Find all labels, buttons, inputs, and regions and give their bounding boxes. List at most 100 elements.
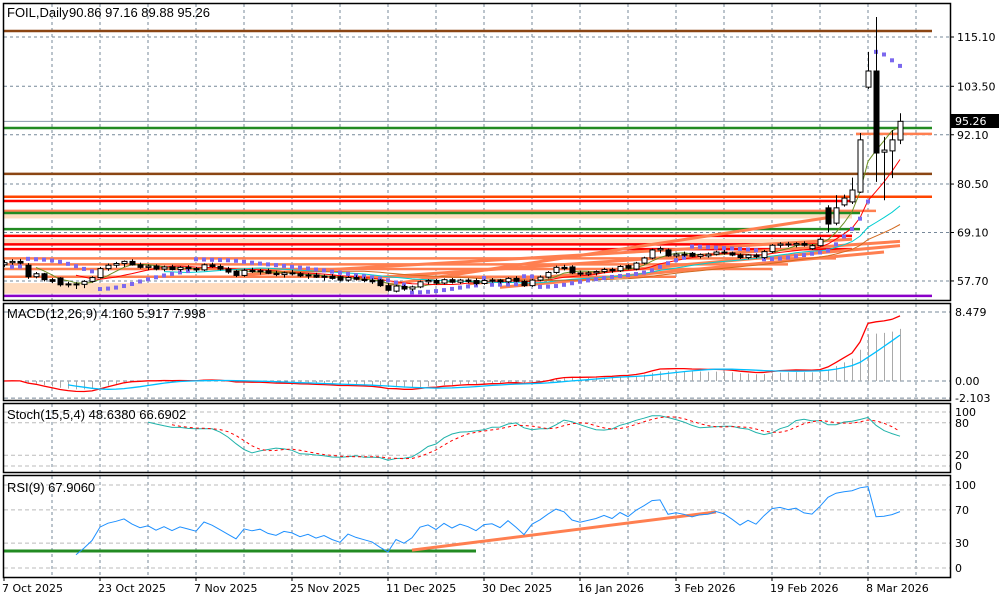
pane-frame — [2, 474, 952, 579]
sar-dot — [794, 254, 798, 259]
candle-bull — [529, 279, 536, 287]
sar-dot — [778, 256, 782, 261]
candle-bear — [681, 253, 688, 256]
sar-dot — [618, 273, 622, 278]
candle-bear — [433, 280, 440, 284]
candle-bull — [849, 189, 856, 203]
candle-bear — [753, 254, 760, 258]
sar-dot — [754, 248, 758, 253]
sar-dot — [698, 244, 702, 249]
sar-dot — [202, 257, 206, 262]
sar-dot — [370, 275, 374, 280]
sar-dot — [842, 234, 846, 239]
sar-dot — [234, 258, 238, 263]
candle-bear — [49, 279, 56, 282]
candle-bear — [233, 270, 240, 276]
candle-bull — [441, 279, 448, 284]
candle-bull — [673, 253, 680, 257]
candle-bull — [393, 285, 400, 292]
sar-dot — [834, 242, 838, 247]
sar-dot — [482, 275, 486, 280]
sar-dot — [138, 279, 142, 284]
sar-dot — [562, 282, 566, 287]
date-label: 3 Feb 2026 — [674, 582, 735, 595]
sar-dot — [226, 258, 230, 263]
sar-dot — [394, 280, 398, 285]
sar-dot — [818, 250, 822, 255]
candle-bear — [497, 279, 504, 283]
candle-bull — [881, 149, 888, 153]
candle-bear — [785, 243, 792, 246]
candle-bear — [57, 277, 64, 286]
candle-bear — [73, 283, 80, 286]
candle-bear — [665, 249, 672, 257]
macd-tick-label: 0.00 — [955, 375, 980, 388]
macd-signal-line — [67, 334, 901, 390]
sar-dot — [362, 274, 366, 279]
sar-dot — [130, 281, 134, 286]
candle-bear — [129, 260, 136, 266]
candle-bull — [657, 248, 664, 251]
sar-dot — [330, 269, 334, 274]
date-label: 19 Feb 2026 — [770, 582, 838, 595]
candle-bull — [537, 276, 544, 281]
candle-bear — [137, 264, 144, 268]
sar-dot — [186, 269, 190, 274]
stoch-tick-label: 20 — [955, 449, 969, 462]
sar-dot — [426, 289, 430, 294]
candle-bull — [417, 281, 424, 288]
candle-bear — [273, 272, 280, 276]
chart-ohlc: 90.86 97.16 89.88 95.26 — [69, 5, 210, 20]
candle-bull — [777, 243, 784, 246]
rsi-tick-label: 30 — [955, 537, 969, 550]
candle-bear — [249, 269, 256, 273]
candle-bear — [337, 276, 344, 281]
sar-dot — [282, 263, 286, 268]
candle-bull — [545, 271, 552, 278]
sar-dot — [298, 265, 302, 270]
sar-dot — [210, 257, 214, 262]
sar-dot — [602, 275, 606, 280]
sar-dot — [162, 273, 166, 278]
sar-dot — [250, 260, 254, 265]
moving-average-10 — [75, 159, 901, 286]
candle-bull — [809, 245, 816, 250]
sar-dot — [674, 258, 678, 263]
sar-dot — [898, 63, 902, 68]
sar-dot — [410, 290, 414, 295]
candle-bear — [289, 272, 296, 275]
sar-dot — [738, 246, 742, 251]
candle-bull — [649, 249, 656, 259]
candle-bear — [385, 285, 392, 291]
candle-bull — [833, 207, 840, 224]
candle-bull — [425, 280, 432, 283]
sar-dot — [458, 285, 462, 290]
sar-dot — [42, 257, 46, 262]
sar-dot — [50, 258, 54, 263]
sar-dot — [258, 261, 262, 266]
sar-dot — [58, 259, 62, 264]
date-label: 7 Nov 2025 — [194, 582, 257, 595]
macd-main-line — [4, 315, 901, 393]
date-label: 11 Dec 2025 — [386, 582, 456, 595]
candle-bull — [321, 275, 328, 278]
current-price-label: 95.26 — [955, 115, 987, 128]
candle-bear — [209, 264, 216, 267]
candle-bear — [721, 251, 728, 254]
candle-bear — [377, 279, 384, 287]
price-tick-label: 92.10 — [957, 129, 989, 142]
stoch-pane — [147, 415, 901, 461]
candle-bull — [841, 197, 848, 206]
sar-dot — [82, 266, 86, 271]
candle-bull — [745, 254, 752, 259]
candle-bull — [761, 251, 768, 259]
sar-dot — [506, 282, 510, 287]
candle-bull — [257, 270, 264, 273]
candle-bear — [577, 272, 584, 275]
sar-dot — [594, 277, 598, 282]
sar-dot — [434, 289, 438, 294]
candle-bear — [401, 285, 408, 290]
candle-bear — [217, 266, 224, 270]
date-label: 25 Nov 2025 — [290, 582, 360, 595]
